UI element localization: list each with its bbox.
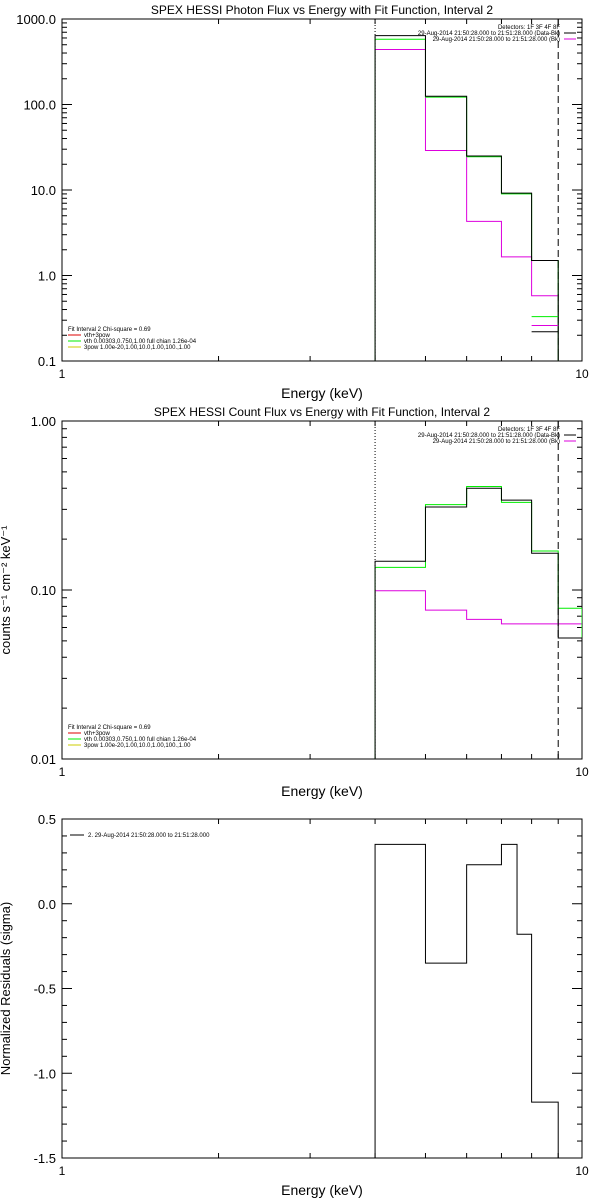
x-tick-label: 10 (575, 765, 589, 779)
series-line-0 (374, 843, 559, 1158)
y-axis-label: Normalized Residuals (sigma) (0, 902, 13, 1075)
y-tick-label: 0.1 (38, 354, 56, 369)
y-tick-label: 1.00 (31, 414, 56, 429)
legend-bottomleft-entry: vth+3pow (84, 731, 111, 737)
legend-bottomleft-entry: vth 0.00303,0.750,1.00 full chian 1.26e-… (84, 339, 197, 345)
plot-frame (61, 420, 583, 760)
y-tick-label: -0.5 (34, 982, 56, 997)
y-axis-label: counts s⁻¹ cm⁻² keV⁻¹ (0, 525, 13, 655)
legend-topright-entry: Detectors: 1F 3F 4F 8F (498, 25, 560, 31)
y-tick-label: 1000.0 (16, 12, 56, 27)
x-tick-label: 1 (59, 765, 66, 779)
legend-topright-entry: Detectors: 1F 3F 4F 8F (498, 427, 560, 433)
residuals-panel: 1 10 Energy (keV) -1.5 -1.0 -0.5 0.0 0.5 Normali… (0, 812, 589, 1198)
legend-topright-entry: 29-Aug-2014 21:50:28.000 to 21:51:28.000… (433, 439, 560, 445)
legend-bottomleft-entry: Fit Interval 2 Chi-square = 0.69 (68, 725, 151, 731)
legend-bottomleft-entry: Fit Interval 2 Chi-square = 0.69 (68, 327, 151, 333)
chart-title: SPEX HESSI Count Flux vs Energy with Fit… (154, 405, 490, 419)
legend-bottomleft-entry: vth+3pow (84, 333, 111, 339)
y-tick-label: 1.0 (38, 269, 56, 284)
series-line-2 (374, 590, 582, 759)
plot-frame (61, 818, 583, 1159)
plot-frame (61, 18, 583, 362)
series-line-0 (374, 35, 559, 361)
series-line-1 (374, 485, 582, 759)
legend-bottomleft-entry: vth 0.00303,0.750,1.00 full chian 1.26e-… (84, 737, 197, 743)
legend-entry: 2. 29-Aug-2014 21:50:28.000 to 21:51:28.… (88, 833, 210, 839)
series-line-0 (374, 487, 582, 759)
y-tick-label: -1.5 (34, 1151, 56, 1166)
y-tick-label: 0.01 (31, 752, 56, 767)
photon-flux-panel: SPEX HESSI Photon Flux vs Energy with Fi… (16, 3, 589, 401)
y-tick-label: 100.0 (23, 98, 56, 113)
y-tick-label: 0.5 (38, 812, 56, 827)
x-tick-label: 1 (59, 367, 66, 381)
chart-title: SPEX HESSI Photon Flux vs Energy with Fi… (151, 3, 493, 17)
x-tick-label: 10 (575, 367, 589, 381)
x-axis-label: Energy (keV) (281, 783, 363, 799)
x-axis-label: Energy (keV) (281, 1182, 363, 1198)
y-tick-label: 10.0 (31, 183, 56, 198)
legend-bottomleft-entry: 3pow 1.00e-20,1.00,10.0,1.00,100.,1.00 (84, 345, 191, 351)
x-tick-label: 10 (575, 1164, 589, 1178)
y-tick-label: 0.10 (31, 583, 56, 598)
series-line-2 (374, 48, 559, 361)
x-axis-label: Energy (keV) (281, 385, 363, 401)
x-tick-label: 1 (59, 1164, 66, 1178)
legend-topright-entry: 29-Aug-2014 21:50:28.000 to 21:51:28.000… (433, 37, 560, 43)
legend-bottomleft-entry: 3pow 1.00e-20,1.00,10.0,1.00,100.,1.00 (84, 743, 191, 749)
legend-topright-entry: 29-Aug-2014 21:50:28.000 to 21:51:28.000… (418, 433, 560, 439)
count-flux-panel: SPEX HESSI Count Flux vs Energy with Fit… (0, 405, 589, 799)
y-tick-label: 0.0 (38, 897, 56, 912)
y-tick-label: -1.0 (34, 1066, 56, 1081)
legend-topright-entry: 29-Aug-2014 21:50:28.000 to 21:51:28.000… (418, 31, 560, 37)
